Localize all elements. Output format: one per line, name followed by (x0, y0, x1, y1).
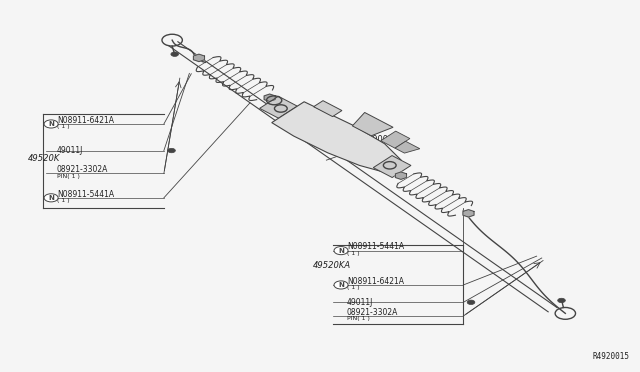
Text: ( 1 ): ( 1 ) (57, 198, 70, 203)
Polygon shape (463, 210, 474, 217)
Text: N08911-6421A: N08911-6421A (57, 116, 114, 125)
Polygon shape (396, 172, 406, 179)
Circle shape (44, 194, 58, 202)
Circle shape (171, 52, 179, 57)
Polygon shape (381, 131, 410, 148)
Circle shape (557, 298, 565, 303)
Text: 08921-3302A: 08921-3302A (347, 308, 398, 317)
Text: PIN( 1 ): PIN( 1 ) (347, 317, 370, 321)
Polygon shape (395, 141, 420, 153)
Polygon shape (272, 102, 401, 172)
Text: N: N (48, 121, 54, 127)
Text: 49520KA: 49520KA (312, 261, 351, 270)
Text: 08921-3302A: 08921-3302A (57, 165, 108, 174)
Text: N: N (338, 248, 344, 254)
Polygon shape (264, 94, 275, 102)
Text: ( 1 ): ( 1 ) (347, 285, 360, 291)
Text: ( 1 ): ( 1 ) (347, 251, 360, 256)
Text: ( 1 ): ( 1 ) (57, 124, 70, 129)
Text: PIN( 1 ): PIN( 1 ) (57, 174, 80, 179)
Text: N08911-5441A: N08911-5441A (57, 190, 114, 199)
Text: N08911-6421A: N08911-6421A (347, 277, 404, 286)
Polygon shape (373, 155, 411, 177)
Text: N08911-5441A: N08911-5441A (347, 243, 404, 251)
Circle shape (44, 120, 58, 128)
Text: R4920015: R4920015 (592, 352, 629, 361)
Text: N: N (338, 282, 344, 288)
Text: 49011J: 49011J (347, 298, 373, 307)
Text: 49001: 49001 (368, 135, 394, 144)
Polygon shape (193, 54, 204, 62)
Text: N: N (48, 195, 54, 201)
Circle shape (334, 247, 348, 255)
Circle shape (467, 300, 475, 305)
Text: 49011J: 49011J (57, 146, 83, 155)
Polygon shape (314, 101, 342, 116)
Polygon shape (260, 96, 298, 118)
Text: 49520K: 49520K (28, 154, 61, 163)
Circle shape (334, 281, 348, 289)
Circle shape (168, 148, 175, 153)
Polygon shape (353, 112, 393, 136)
